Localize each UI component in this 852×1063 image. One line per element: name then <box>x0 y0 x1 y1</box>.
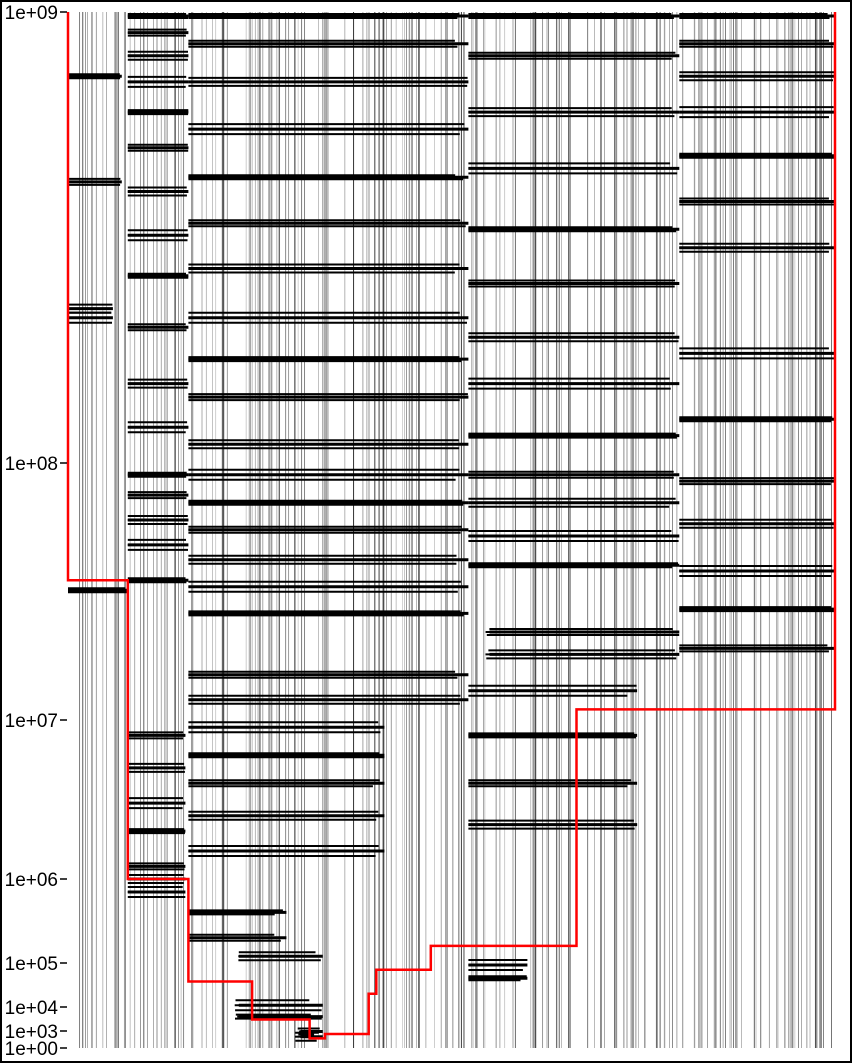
y-tick-label: 1e+00 <box>5 1039 58 1060</box>
y-tick-label: 1e+06 <box>5 870 58 891</box>
y-tick-label: 1e+03 <box>5 1022 58 1043</box>
y-tick-label: 1e+09 <box>5 3 58 24</box>
y-tick-label: 1e+05 <box>5 954 58 975</box>
y-tick-label: 1e+04 <box>5 998 59 1019</box>
y-tick-label: 1e+08 <box>5 454 58 475</box>
step-line-layer <box>66 12 837 1040</box>
step-series-line <box>66 12 837 1040</box>
segments-layer <box>68 13 835 1042</box>
y-tick-label: 1e+07 <box>5 711 58 732</box>
